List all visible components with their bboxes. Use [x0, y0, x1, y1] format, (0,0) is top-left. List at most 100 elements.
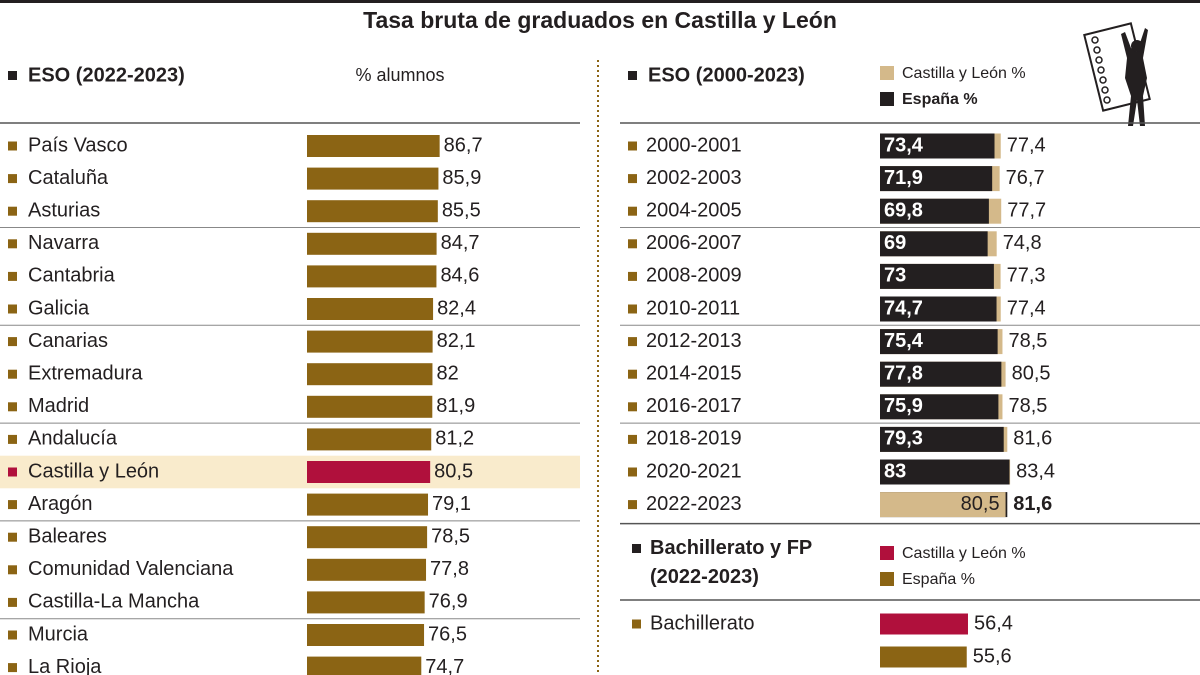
category-label: Galicia: [28, 297, 90, 319]
row-bullet: [8, 141, 17, 151]
bar: [880, 646, 967, 668]
row-bullet: [628, 402, 637, 412]
value-label: 76,5: [428, 623, 467, 645]
bar: [307, 363, 433, 386]
value-label: 76,9: [429, 591, 468, 613]
bar: [307, 461, 431, 483]
row-bullet: [8, 206, 17, 216]
category-label: 2014-2015: [646, 362, 742, 384]
row-bullet: [8, 532, 17, 542]
row-bullet: [8, 500, 17, 510]
section-title: ESO (2000-2023): [648, 64, 805, 86]
value-label: 56,4: [974, 612, 1013, 634]
row-bullet: [8, 467, 17, 477]
category-label: Canarias: [28, 330, 108, 352]
value-label: 82: [436, 362, 458, 384]
value-label: 78,5: [431, 525, 470, 547]
row-bullet: [628, 304, 637, 314]
bar: [307, 395, 433, 418]
category-label: Murcia: [28, 623, 89, 645]
row-bullet: [628, 434, 637, 444]
legend-label: España %: [902, 571, 975, 588]
category-label: Bachillerato: [650, 612, 755, 634]
bar: [880, 394, 999, 420]
category-label: 2004-2005: [646, 199, 742, 221]
bar: [880, 361, 1002, 387]
row-bullet: [628, 271, 637, 281]
bar: [880, 329, 998, 355]
page-title: Tasa bruta de graduados en Castilla y Le…: [363, 7, 837, 33]
row-bullet: [8, 565, 17, 575]
value-label: 83,4: [1016, 460, 1055, 482]
bar: [307, 558, 427, 581]
value-label: 80,5: [961, 493, 1000, 515]
row-bullet: [628, 369, 637, 379]
category-label: Aragón: [28, 493, 93, 515]
figure: [1121, 28, 1148, 126]
bar: [880, 613, 968, 635]
category-label: 2006-2007: [646, 232, 742, 254]
bar: [880, 133, 995, 159]
value-label: 84,6: [440, 265, 479, 287]
bar: [307, 167, 439, 190]
value-label: 78,5: [1008, 395, 1047, 417]
legend-swatch: [880, 546, 894, 560]
value-label: 80,5: [1012, 362, 1051, 384]
value-label: 73: [884, 265, 906, 287]
bar: [307, 493, 429, 516]
value-label: 81,6: [1013, 493, 1052, 515]
category-label: 2010-2011: [646, 297, 740, 319]
figure-head: [1131, 40, 1143, 52]
row-bullet: [628, 467, 637, 477]
row-bullet: [8, 239, 17, 249]
row-bullet: [8, 304, 17, 314]
spiral: [1091, 36, 1111, 104]
legend-label: Castilla y León %: [902, 545, 1026, 562]
value-label: 76,7: [1006, 167, 1045, 189]
value-label: 73,4: [884, 134, 924, 156]
value-label: 77,3: [1007, 265, 1046, 287]
section-bullet: [632, 544, 641, 553]
category-label: Castilla y León: [28, 460, 159, 482]
icon: [1083, 22, 1151, 126]
top-rule: [0, 0, 1200, 3]
row-bullet: [628, 337, 637, 347]
bar: [307, 428, 432, 451]
bar: [307, 298, 434, 320]
row-bullet: [8, 402, 17, 412]
value-label: 79,1: [432, 493, 471, 515]
value-label: 81,6: [1013, 428, 1052, 450]
category-label: 2012-2013: [646, 330, 742, 352]
category-label: 2002-2003: [646, 167, 742, 189]
value-label: 74,8: [1003, 232, 1042, 254]
category-label: Extremadura: [28, 362, 143, 384]
category-label: 2008-2009: [646, 265, 742, 287]
value-label: 71,9: [884, 167, 923, 189]
value-label: 77,4: [1007, 297, 1046, 319]
value-label: 86,7: [444, 134, 483, 156]
value-label: 75,9: [884, 395, 923, 417]
value-label: 85,9: [442, 167, 481, 189]
value-label: 79,3: [884, 428, 923, 450]
category-label: 2000-2001: [646, 134, 742, 156]
value-label: 69: [884, 232, 906, 254]
category-label: 2018-2019: [646, 428, 742, 450]
category-label: Baleares: [28, 525, 107, 547]
bar: [880, 263, 994, 289]
bar: [880, 426, 1004, 452]
category-label: Cataluña: [28, 167, 109, 189]
legend-label: Castilla y León %: [902, 65, 1026, 82]
value-label: 81,2: [435, 428, 474, 450]
category-label: La Rioja: [28, 656, 102, 675]
axis-label: % alumnos: [355, 65, 444, 85]
value-label: 78,5: [1008, 330, 1047, 352]
category-label: 2020-2021: [646, 460, 742, 482]
category-label: 2016-2017: [646, 395, 742, 417]
section-bullet: [628, 71, 637, 80]
category-label: Madrid: [28, 395, 89, 417]
value-label: 77,7: [1007, 199, 1046, 221]
value-label: 75,4: [884, 330, 924, 352]
row-bullet: [8, 663, 17, 673]
category-label: Cantabria: [28, 265, 116, 287]
